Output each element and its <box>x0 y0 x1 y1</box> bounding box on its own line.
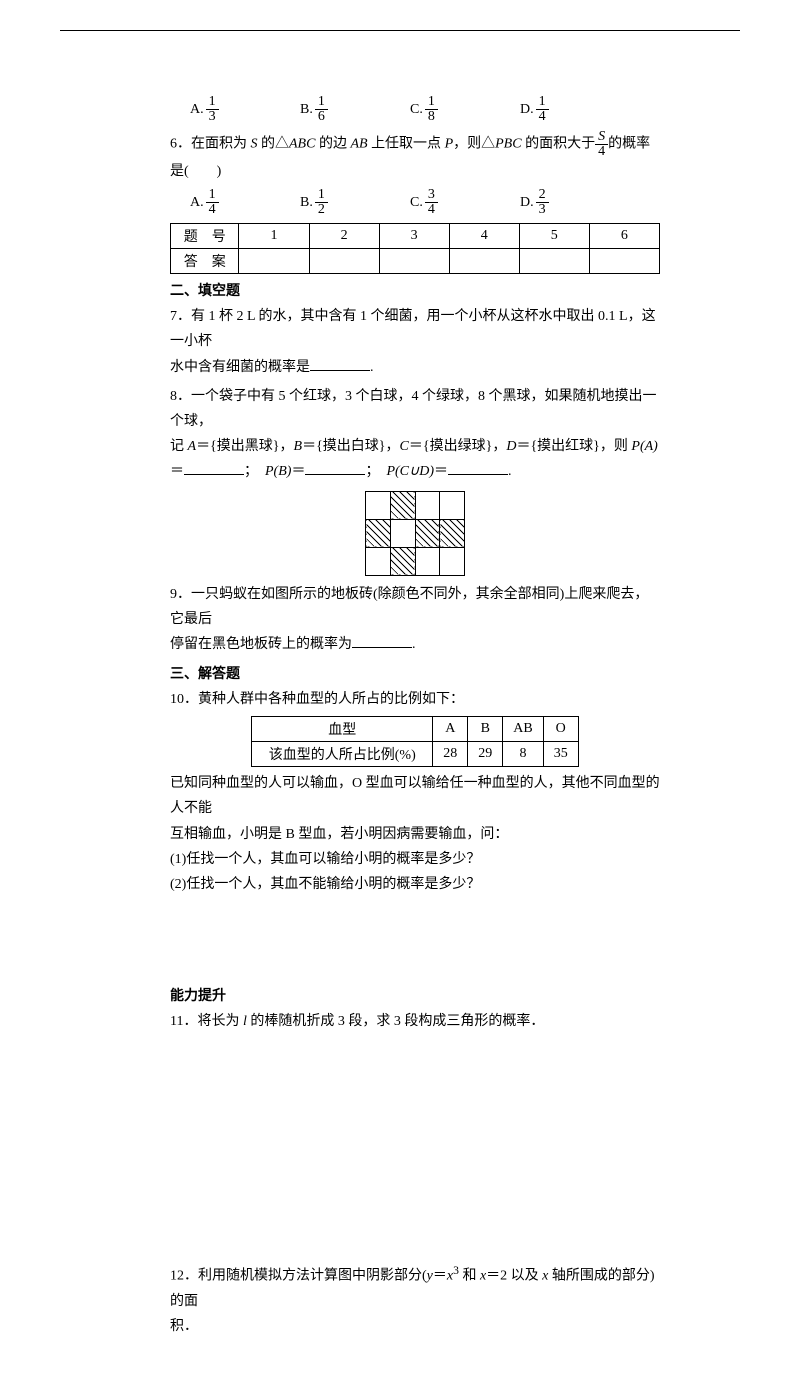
tile-cell <box>415 519 440 547</box>
blank <box>184 460 244 475</box>
option-a: A. 14 <box>190 188 300 217</box>
section-3-title: 三、解答题 <box>170 663 660 683</box>
tile-cell <box>415 547 440 575</box>
tile-cell <box>440 519 465 547</box>
option-c: C. 34 <box>410 188 520 217</box>
option-a: A. 13 <box>190 95 300 124</box>
tile-cell <box>366 519 391 547</box>
q7: 7．有 1 杯 2 L 的水，其中含有 1 个细菌，用一个小杯从这杯水中取出 0… <box>170 304 660 380</box>
option-b: B. 16 <box>300 95 410 124</box>
option-d: D. 23 <box>520 188 630 217</box>
tile-cell <box>440 491 465 519</box>
q6-options: A. 14 B. 12 C. 34 D. 23 <box>190 188 660 217</box>
blank <box>305 460 365 475</box>
option-b: B. 12 <box>300 188 410 217</box>
q6-stem: 6．在面积为 S 的△ABC 的边 AB 上任取一点 P，则△PBC 的面积大于… <box>170 130 660 184</box>
tile-cell <box>390 547 415 575</box>
tile-cell <box>366 491 391 519</box>
q5-options: A. 13 B. 16 C. 18 D. 14 <box>190 95 660 124</box>
tile-cell <box>390 491 415 519</box>
th-num: 题 号 <box>171 224 239 249</box>
blank <box>352 633 412 648</box>
blood-type-table: 血型 A B AB O 该血型的人所占比例(%) 28 29 8 35 <box>251 716 578 767</box>
blank <box>310 356 370 371</box>
answer-table: 题 号 1 2 3 4 5 6 答 案 <box>170 223 660 274</box>
q9: 9．一只蚂蚁在如图所示的地板砖(除颜色不同外，其余全部相同)上爬来爬去，它最后 … <box>170 582 660 658</box>
tile-cell <box>390 519 415 547</box>
section-2-title: 二、填空题 <box>170 280 660 300</box>
blank <box>448 460 508 475</box>
tile-grid-figure <box>365 491 465 576</box>
q11: 11．将长为 l 的棒随机折成 3 段，求 3 段构成三角形的概率． <box>170 1009 660 1034</box>
option-d: D. 14 <box>520 95 630 124</box>
tile-cell <box>440 547 465 575</box>
q10-intro: 10．黄种人群中各种血型的人所占的比例如下： <box>170 687 660 712</box>
tile-cell <box>366 547 391 575</box>
advance-title: 能力提升 <box>170 985 660 1005</box>
q8: 8．一个袋子中有 5 个红球，3 个白球，4 个绿球，8 个黑球，如果随机地摸出… <box>170 384 660 485</box>
q12: 12．利用随机模拟方法计算图中阴影部分(y＝x3 和 x＝2 以及 x 轴所围成… <box>170 1260 660 1339</box>
option-c: C. 18 <box>410 95 520 124</box>
opt-letter: A. <box>190 102 204 118</box>
th-ans: 答 案 <box>171 249 239 274</box>
tile-cell <box>415 491 440 519</box>
q10-body: 已知同种血型的人可以输血，O 型血可以输给任一种血型的人，其他不同血型的人不能 … <box>170 771 660 897</box>
